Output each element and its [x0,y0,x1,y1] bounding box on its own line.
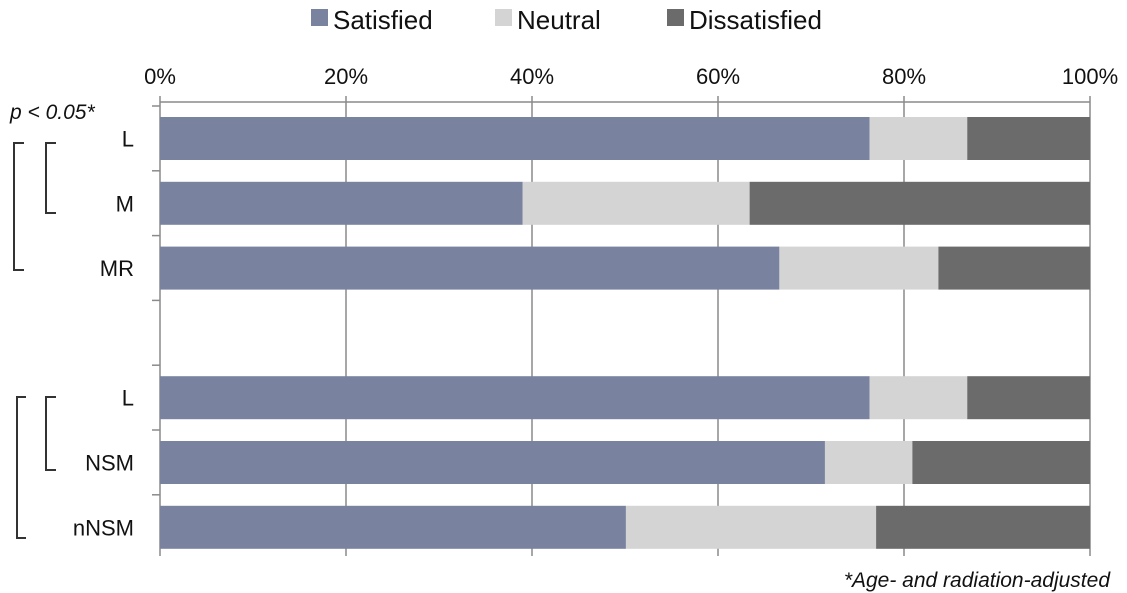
bar-neutral-4 [869,376,968,420]
legend-label-satisfied: Satisfied [333,5,433,35]
legend: Satisfied Neutral Dissatisfied [311,5,822,35]
category-label: M [116,191,134,216]
bar-neutral-1 [522,181,750,225]
bar-satisfied-0 [160,117,870,160]
x-tick-label: 40% [510,64,554,89]
category-label: L [122,127,134,152]
bar-neutral-6 [625,505,877,549]
bracket-outer-top [13,142,24,271]
bar-satisfied-1 [160,181,523,225]
x-tick-label: 20% [324,64,368,89]
category-label: MR [100,256,134,281]
gridlines [152,101,1091,556]
significance-note: p < 0.05* [9,101,95,124]
legend-swatch-satisfied [311,9,328,26]
bar-dissatisfied-0 [967,117,1090,160]
bar-satisfied-4 [160,376,870,420]
bar-dissatisfied-4 [967,376,1090,420]
legend-swatch-neutral [495,9,512,26]
bar-dissatisfied-5 [912,441,1090,484]
category-labels: L M MR L NSM nNSM [73,127,134,541]
footnote: *Age- and radiation-adjusted [844,569,1112,592]
bar-dissatisfied-6 [876,505,1090,549]
bars [160,117,1090,549]
bar-dissatisfied-2 [938,246,1090,290]
bracket-inner-top [45,142,56,214]
bar-neutral-5 [824,441,913,484]
legend-label-neutral: Neutral [517,5,601,35]
x-tick-label: 0% [144,64,176,89]
bar-neutral-2 [779,246,939,290]
bracket-inner-bottom [45,396,56,471]
bar-satisfied-6 [160,505,626,549]
x-tick-label: 60% [696,64,740,89]
bar-dissatisfied-1 [749,181,1090,225]
bracket-outer-bottom [16,396,26,539]
bar-satisfied-2 [160,246,780,290]
bar-neutral-0 [869,117,968,160]
legend-swatch-dissatisfied [667,9,684,26]
category-label: nNSM [73,515,134,540]
x-tick-label: 80% [882,64,926,89]
x-axis-ticks: 0% 20% 40% 60% 80% 100% [144,64,1118,102]
bar-satisfied-5 [160,441,825,484]
category-label: L [122,386,134,411]
legend-label-dissatisfied: Dissatisfied [689,5,822,35]
category-label: NSM [85,451,134,476]
x-tick-label: 100% [1062,64,1118,89]
significance-brackets [13,142,56,539]
